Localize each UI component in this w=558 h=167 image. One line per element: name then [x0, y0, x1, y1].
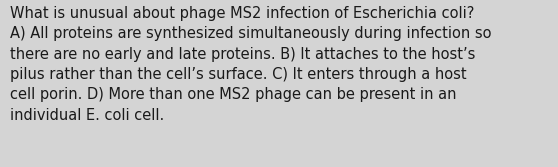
Text: What is unusual about phage MS2 infection of Escherichia coli?
A) All proteins a: What is unusual about phage MS2 infectio… — [10, 6, 492, 123]
